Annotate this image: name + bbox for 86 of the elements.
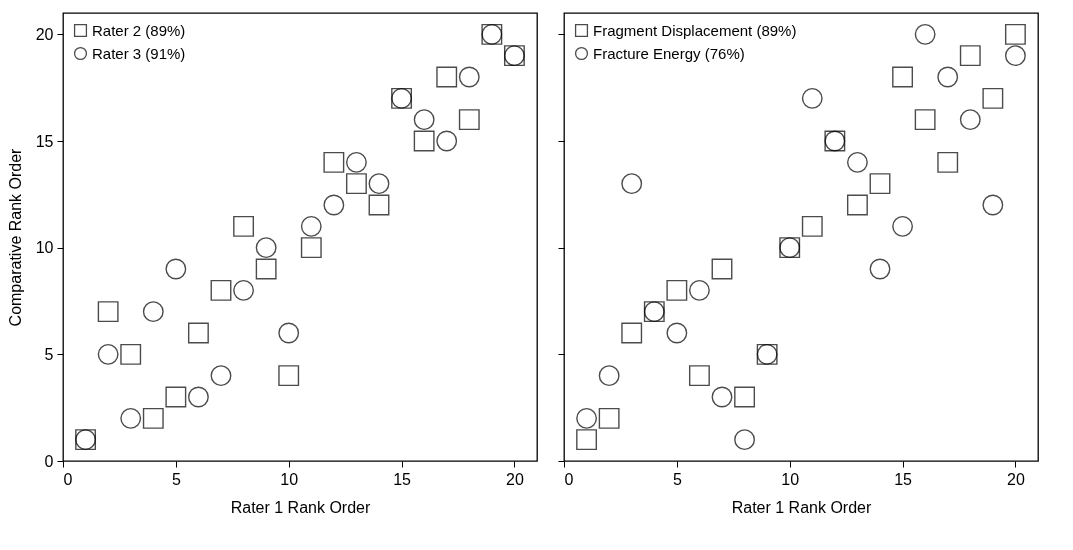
x-tick-label: 0: [564, 470, 574, 488]
x-tick-label: 0: [63, 470, 73, 488]
y-axis-title: Comparative Rank Order: [6, 147, 24, 327]
point: [711, 386, 733, 408]
point: [233, 215, 255, 237]
point: [937, 151, 959, 173]
point: [323, 194, 345, 216]
point: [210, 279, 232, 301]
point: [323, 151, 345, 173]
legend-label: Fragment Displacement (89%): [593, 21, 797, 39]
y-tick-label: 0: [44, 452, 54, 470]
point: [278, 322, 300, 344]
y-tick-label: 20: [35, 25, 54, 43]
point: [436, 130, 458, 152]
point: [255, 237, 277, 259]
point: [892, 215, 914, 237]
x-tick-label: 20: [506, 470, 524, 488]
point: [937, 66, 959, 88]
point: [576, 429, 598, 451]
point: [688, 365, 710, 387]
point: [413, 130, 435, 152]
legend-label: Rater 2 (89%): [92, 21, 186, 39]
point: [666, 322, 688, 344]
x-tick-label: 5: [171, 470, 181, 488]
point: [801, 215, 823, 237]
point: [458, 66, 480, 88]
point: [187, 386, 209, 408]
point: [278, 365, 300, 387]
point: [869, 173, 891, 195]
point: [1004, 23, 1026, 45]
point: [233, 279, 255, 301]
point: [892, 66, 914, 88]
x-tick-label: 15: [393, 470, 412, 488]
x-tick-label: 10: [781, 470, 800, 488]
x-tick-label: 20: [1007, 470, 1025, 488]
point: [598, 407, 620, 429]
point: [982, 194, 1004, 216]
point: [210, 365, 232, 387]
point: [621, 322, 643, 344]
point: [914, 23, 936, 45]
point: [120, 343, 142, 365]
point: [711, 258, 733, 280]
x-axis-title: Rater 1 Rank Order: [731, 498, 872, 516]
point: [598, 365, 620, 387]
point: [1004, 45, 1026, 67]
point: [959, 45, 981, 67]
point: [621, 173, 643, 195]
point: [576, 407, 598, 429]
point: [345, 173, 367, 195]
point: [142, 301, 164, 323]
point: [846, 151, 868, 173]
legend-label: Fracture Energy (76%): [593, 44, 745, 62]
point: [255, 258, 277, 280]
point: [869, 258, 891, 280]
point: [458, 109, 480, 131]
point: [734, 386, 756, 408]
y-tick-label: 5: [44, 345, 54, 363]
point: [187, 322, 209, 344]
point: [368, 173, 390, 195]
point: [142, 407, 164, 429]
point: [368, 194, 390, 216]
y-tick-label: 15: [35, 132, 54, 150]
point: [413, 109, 435, 131]
point: [300, 237, 322, 259]
point: [982, 87, 1004, 109]
x-axis-title: Rater 1 Rank Order: [230, 498, 371, 516]
point: [97, 301, 119, 323]
point: [120, 407, 142, 429]
point: [345, 151, 367, 173]
y-tick-label: 10: [35, 239, 54, 257]
x-tick-label: 10: [280, 470, 299, 488]
point: [801, 87, 823, 109]
point: [846, 194, 868, 216]
point: [165, 258, 187, 280]
point: [688, 279, 710, 301]
point: [914, 109, 936, 131]
point: [734, 429, 756, 451]
point: [165, 386, 187, 408]
point: [300, 215, 322, 237]
point: [436, 66, 458, 88]
x-tick-label: 15: [894, 470, 913, 488]
x-tick-label: 5: [672, 470, 682, 488]
point: [666, 279, 688, 301]
point: [97, 343, 119, 365]
point: [959, 109, 981, 131]
legend-label: Rater 3 (91%): [92, 44, 186, 62]
